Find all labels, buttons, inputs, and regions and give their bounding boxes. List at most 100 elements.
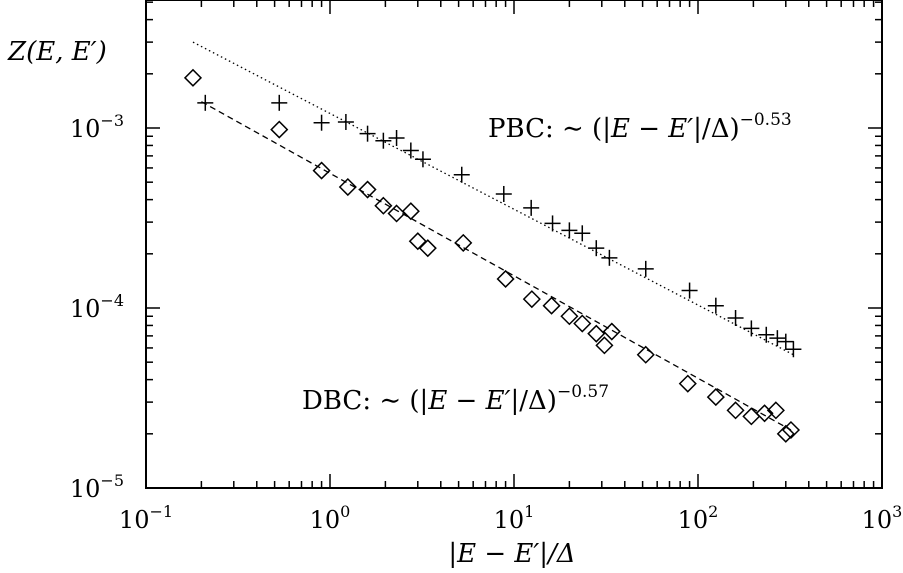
diamond-point — [418, 239, 437, 258]
diamond-point — [454, 233, 473, 252]
annotation-pbc-exponent: −0.53 — [740, 110, 792, 130]
plus-point — [743, 320, 760, 337]
plus-point — [388, 129, 405, 146]
diamond-point — [573, 314, 592, 333]
diamond-point — [522, 290, 541, 309]
fit-line-dotted — [192, 41, 794, 356]
plus-point — [359, 125, 376, 142]
diamond-point — [374, 196, 393, 215]
annotation-dbc-suffix: |/Δ) — [511, 386, 557, 416]
x-tick-label-base: 10 — [310, 506, 341, 534]
diamond-point — [183, 68, 203, 87]
plus-point — [758, 326, 775, 343]
plus-point — [681, 282, 698, 299]
diamond-point — [270, 120, 289, 139]
x-tick-label-exp: −1 — [149, 502, 173, 521]
diamond-point — [312, 161, 331, 180]
y-tick-label-base: 10 — [70, 115, 101, 143]
annotation-dbc: DBC: ∼ (|E − E′|/Δ)−0.57 — [302, 382, 609, 416]
x-axis-label: |E − E′|/Δ — [448, 539, 575, 569]
x-tick-label: 102 — [678, 502, 719, 534]
diamond-point — [706, 388, 725, 407]
plus-point — [727, 309, 744, 326]
plus-point — [637, 260, 654, 277]
y-tick-label: 10−4 — [70, 291, 124, 323]
annotation-pbc-mid: − — [630, 114, 668, 144]
data-marks — [183, 68, 802, 443]
y-tick-label: 10−3 — [70, 111, 124, 143]
x-tick-label-base: 10 — [862, 506, 893, 534]
diamond-point — [408, 232, 427, 251]
fit-line-dashed — [201, 101, 792, 431]
plus-point — [588, 240, 605, 257]
diamond-point — [496, 269, 515, 289]
diamond-point — [678, 374, 697, 393]
plus-point — [523, 199, 540, 216]
plus-point — [402, 142, 419, 159]
annotation-pbc-var1: E — [610, 114, 630, 144]
plus-point — [495, 185, 512, 202]
x-tick-label-exp: 2 — [708, 502, 718, 521]
x-tick-label: 101 — [494, 502, 535, 534]
plus-point — [785, 341, 802, 358]
y-tick-label-base: 10 — [70, 475, 101, 503]
fit-lines — [192, 41, 794, 431]
x-tick-label-base: 10 — [678, 506, 709, 534]
x-tick-label-base: 10 — [119, 506, 150, 534]
diamond-point — [595, 336, 614, 355]
plus-point — [414, 151, 431, 168]
plus-point — [707, 297, 724, 314]
x-tick-label: 100 — [310, 502, 351, 534]
plus-point — [777, 333, 794, 350]
x-tick-label: 103 — [862, 502, 903, 534]
y-tick-label-exp: −4 — [100, 291, 124, 310]
y-axis-label: Z(E, E′) — [7, 37, 107, 67]
x-tick-label: 10−1 — [119, 502, 173, 534]
annotation-dbc-var2: E′ — [485, 386, 511, 416]
y-tick-label-base: 10 — [70, 295, 101, 323]
tick-marks — [145, 0, 883, 489]
annotation-pbc: PBC: ∼ (|E − E′|/Δ)−0.53 — [488, 110, 792, 144]
diamond-point — [726, 401, 745, 420]
plus-point — [375, 132, 392, 149]
y-tick-label: 10−5 — [70, 471, 124, 503]
diamond-point — [338, 177, 357, 197]
diamond-point — [358, 180, 377, 199]
diamond-point — [636, 345, 655, 364]
diamond-point — [602, 322, 621, 341]
annotation-dbc-exponent: −0.57 — [557, 382, 609, 402]
plus-point — [337, 113, 354, 130]
diamond-point — [401, 202, 420, 221]
annotation-dbc-prefix: DBC: ∼ (| — [302, 386, 428, 416]
x-tick-label-base: 10 — [494, 506, 525, 534]
diamond-point — [776, 424, 795, 443]
plus-point — [601, 249, 618, 266]
diamond-point — [755, 404, 774, 423]
plus-point — [769, 330, 786, 347]
plus-point — [561, 222, 578, 239]
diamond-point — [542, 296, 561, 315]
plus-point — [453, 166, 470, 183]
annotation-dbc-mid: − — [447, 386, 485, 416]
diamond-point — [387, 204, 406, 223]
plus-point — [544, 215, 561, 232]
x-tick-label-exp: 3 — [892, 502, 902, 521]
y-tick-label-exp: −5 — [100, 471, 124, 490]
diamond-point — [560, 307, 579, 326]
plus-point — [574, 225, 591, 242]
annotation-pbc-suffix: |/Δ) — [693, 114, 739, 144]
diamond-point — [781, 420, 801, 440]
x-tick-label-exp: 0 — [340, 502, 350, 521]
annotation-pbc-prefix: PBC: ∼ (| — [488, 114, 611, 144]
plus-point — [271, 94, 288, 111]
x-tick-label-exp: 1 — [524, 502, 534, 521]
annotation-pbc-var2: E′ — [667, 114, 693, 144]
y-tick-label-exp: −3 — [100, 111, 124, 130]
plus-point — [313, 114, 330, 131]
diamond-point — [587, 324, 606, 343]
annotation-dbc-var1: E — [427, 386, 447, 416]
plus-point — [197, 94, 214, 111]
diamond-point — [766, 401, 785, 420]
